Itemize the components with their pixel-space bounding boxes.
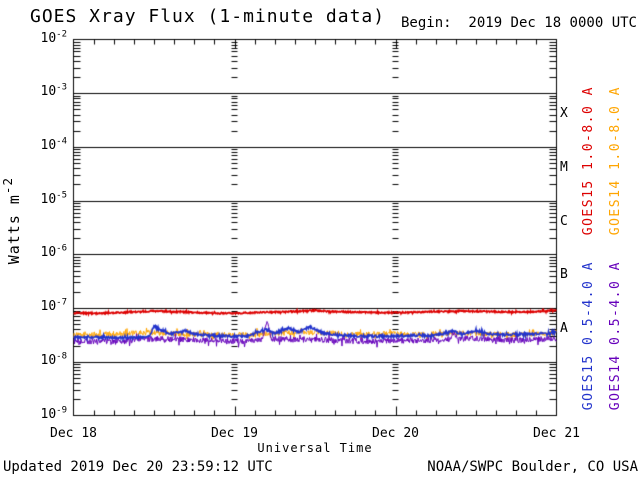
- legend-goes14-1-0-8-0-a: GOES14 1.0-8.0 A: [608, 86, 623, 236]
- source-attribution: NOAA/SWPC Boulder, CO USA: [427, 459, 638, 475]
- y-tick-label-10e-6: 10-6: [40, 244, 68, 261]
- legend-goes15-0-5-4-0-a: GOES15 0.5-4.0 A: [581, 261, 596, 411]
- updated-timestamp: Updated 2019 Dec 20 23:59:12 UTC: [3, 459, 273, 475]
- y-tick-label-10e-3: 10-3: [40, 82, 68, 100]
- x-tick-label-dec-20: Dec 20: [372, 426, 419, 441]
- flare-class-m: M: [560, 159, 568, 175]
- begin-timestamp-label: Begin: 2019 Dec 18 0000 UTC: [400, 15, 637, 31]
- legend-goes15-1-0-8-0-a: GOES15 1.0-8.0 A: [581, 86, 596, 236]
- x-tick-label-dec-21: Dec 21: [533, 426, 580, 441]
- flare-class-a: A: [560, 320, 568, 336]
- flare-class-b: B: [560, 267, 568, 283]
- legend-goes14-0-5-4-0-a: GOES14 0.5-4.0 A: [608, 261, 623, 411]
- chart-title: GOES Xray Flux (1-minute data): [30, 6, 386, 27]
- y-tick-label-10e-2: 10-2: [40, 29, 68, 46]
- y-tick-label-10e-5: 10-5: [40, 190, 68, 207]
- y-tick-label-10e-8: 10-8: [40, 351, 68, 368]
- y-tick-label-10e-9: 10-9: [40, 405, 68, 422]
- x-tick-label-dec-18: Dec 18: [50, 426, 97, 441]
- x-tick-label-dec-19: Dec 19: [211, 426, 258, 441]
- flare-class-x: X: [560, 106, 568, 122]
- x-axis-title: Universal Time: [257, 441, 373, 455]
- y-tick-label-10e-4: 10-4: [40, 136, 68, 153]
- y-tick-label-10e-7: 10-7: [40, 297, 68, 315]
- flare-class-c: C: [560, 213, 568, 229]
